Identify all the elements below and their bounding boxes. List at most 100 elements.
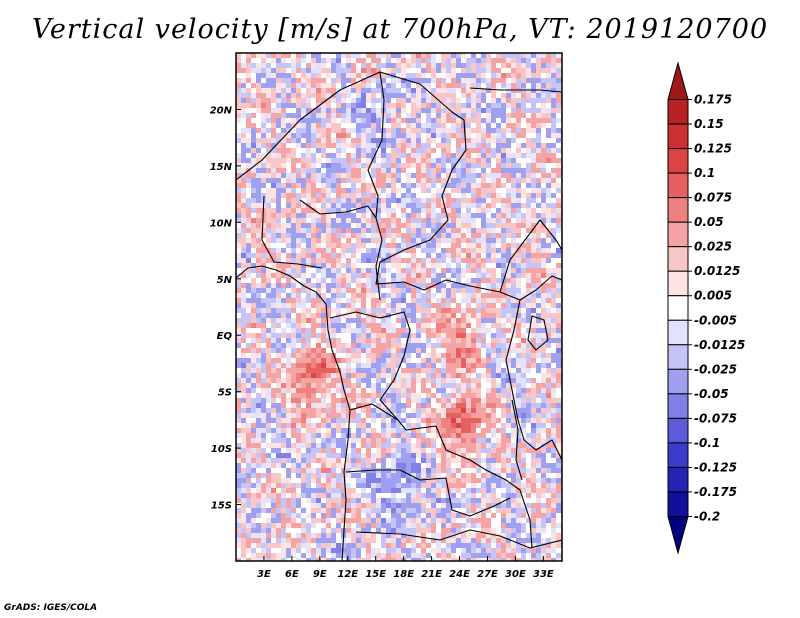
field-cell — [516, 63, 522, 69]
field-cell — [271, 223, 277, 229]
field-cell — [286, 58, 292, 64]
field-cell — [381, 373, 387, 379]
field-cell — [371, 283, 377, 289]
field-cell — [436, 173, 442, 179]
field-cell — [426, 58, 432, 64]
field-cell — [451, 78, 457, 84]
field-cell — [511, 98, 517, 104]
field-cell — [491, 83, 497, 89]
field-cell — [451, 328, 457, 334]
field-cell — [351, 158, 357, 164]
field-cell — [521, 208, 527, 214]
field-cell — [261, 413, 267, 419]
field-cell — [306, 368, 312, 374]
field-cell — [556, 78, 562, 84]
field-cell — [281, 63, 287, 69]
field-cell — [486, 103, 492, 109]
field-cell — [401, 398, 407, 404]
field-cell — [321, 358, 327, 364]
field-cell — [521, 273, 527, 279]
field-cell — [426, 193, 432, 199]
field-cell — [416, 278, 422, 284]
field-cell — [241, 328, 247, 334]
field-cell — [556, 338, 562, 344]
field-cell — [326, 273, 332, 279]
field-cell — [311, 358, 317, 364]
field-cell — [431, 353, 437, 359]
field-cell — [431, 198, 437, 204]
field-cell — [326, 303, 332, 309]
field-cell — [266, 213, 272, 219]
field-cell — [266, 168, 272, 174]
field-cell — [451, 183, 457, 189]
field-cell — [546, 343, 552, 349]
field-cell — [241, 268, 247, 274]
field-cell — [246, 218, 252, 224]
field-cell — [451, 398, 457, 404]
field-cell — [311, 323, 317, 329]
field-cell — [531, 423, 537, 429]
field-cell — [346, 218, 352, 224]
field-cell — [391, 203, 397, 209]
field-cell — [456, 403, 462, 409]
field-cell — [401, 323, 407, 329]
field-cell — [296, 318, 302, 324]
field-cell — [461, 78, 467, 84]
field-cell — [266, 123, 272, 129]
field-cell — [306, 248, 312, 254]
field-cell — [346, 163, 352, 169]
field-cell — [506, 253, 512, 259]
field-cell — [436, 398, 442, 404]
field-cell — [516, 383, 522, 389]
field-cell — [426, 298, 432, 304]
field-cell — [306, 278, 312, 284]
field-cell — [456, 68, 462, 74]
field-cell — [536, 398, 542, 404]
field-cell — [416, 308, 422, 314]
field-cell — [341, 353, 347, 359]
field-cell — [266, 228, 272, 234]
field-cell — [296, 63, 302, 69]
field-cell — [346, 348, 352, 354]
field-cell — [271, 168, 277, 174]
field-cell — [321, 423, 327, 429]
field-cell — [326, 188, 332, 194]
field-cell — [251, 258, 257, 264]
field-cell — [431, 298, 437, 304]
field-cell — [411, 223, 417, 229]
field-cell — [531, 173, 537, 179]
field-cell — [496, 383, 502, 389]
field-cell — [331, 83, 337, 89]
field-cell — [466, 93, 472, 99]
field-cell — [306, 138, 312, 144]
field-cell — [346, 288, 352, 294]
field-cell — [421, 363, 427, 369]
field-cell — [266, 73, 272, 79]
field-cell — [391, 143, 397, 149]
field-cell — [511, 373, 517, 379]
field-cell — [496, 218, 502, 224]
field-cell — [246, 103, 252, 109]
field-cell — [416, 343, 422, 349]
field-cell — [551, 158, 557, 164]
field-cell — [296, 268, 302, 274]
field-cell — [281, 423, 287, 429]
field-cell — [361, 118, 367, 124]
field-cell — [441, 53, 447, 59]
field-cell — [496, 283, 502, 289]
field-cell — [381, 298, 387, 304]
field-cell — [416, 338, 422, 344]
field-cell — [486, 418, 492, 424]
field-cell — [256, 163, 262, 169]
field-cell — [381, 163, 387, 169]
field-cell — [251, 333, 257, 339]
field-cell — [461, 363, 467, 369]
field-cell — [341, 283, 347, 289]
field-cell — [356, 153, 362, 159]
field-cell — [421, 233, 427, 239]
field-cell — [241, 393, 247, 399]
field-cell — [546, 158, 552, 164]
field-cell — [546, 398, 552, 404]
field-cell — [406, 268, 412, 274]
field-cell — [551, 163, 557, 169]
